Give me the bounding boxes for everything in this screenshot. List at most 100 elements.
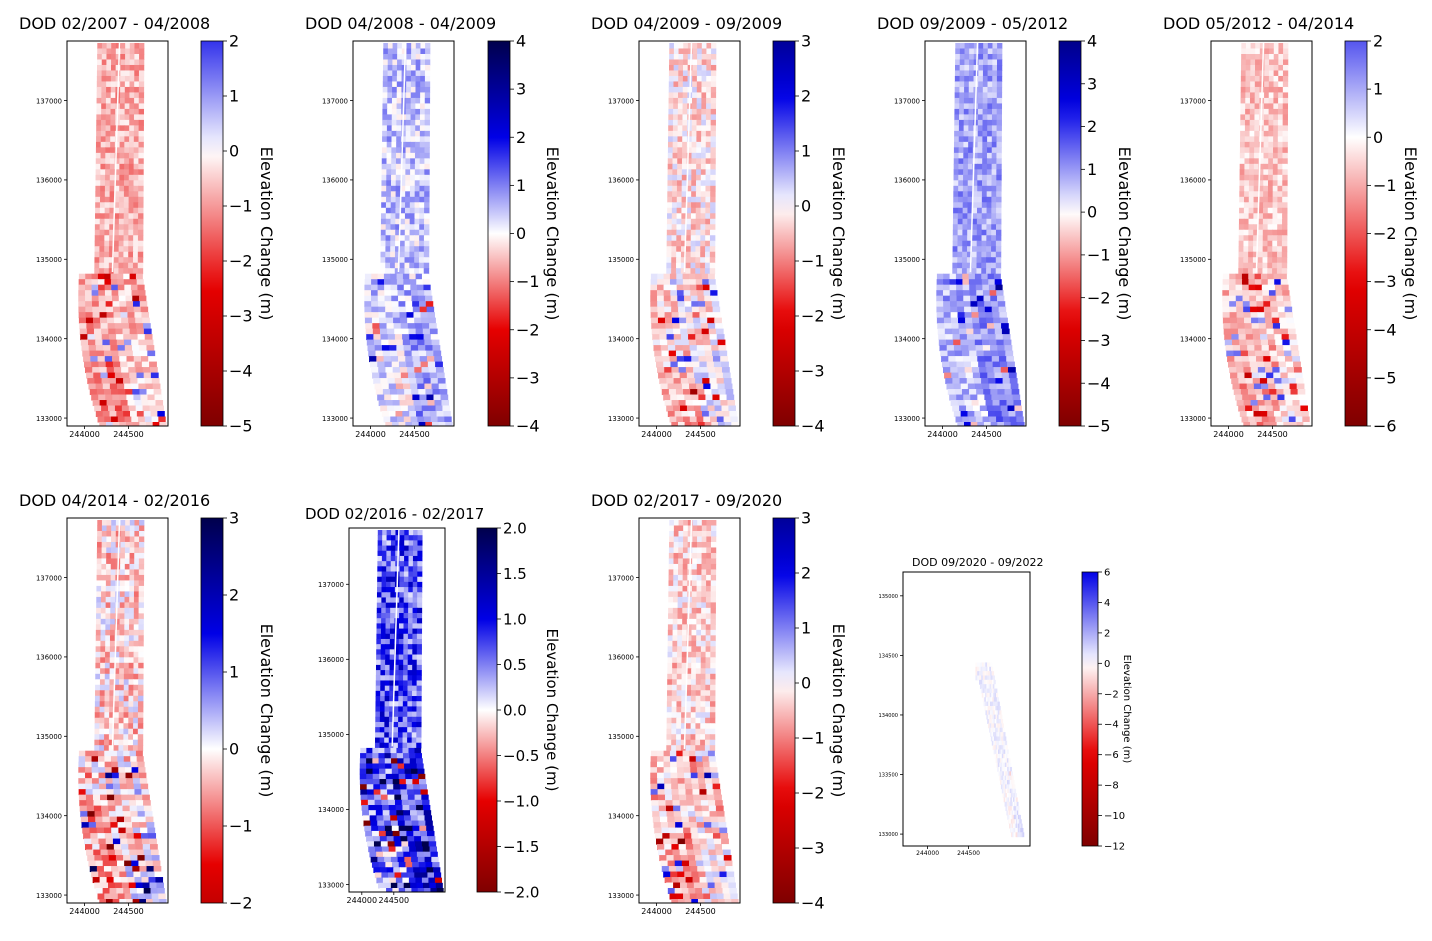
panel-title: DOD 04/2008 - 04/2009 xyxy=(305,14,496,33)
heatmap-cell xyxy=(701,119,707,126)
heatmap-cell xyxy=(711,422,719,426)
heatmap-cell xyxy=(1261,345,1270,352)
heatmap-cell xyxy=(987,48,994,55)
heatmap-cell xyxy=(697,350,706,357)
heatmap-cell xyxy=(123,268,129,275)
heatmap-cell xyxy=(1278,86,1284,93)
heatmap-cell xyxy=(724,422,732,426)
heatmap-cell xyxy=(95,169,101,176)
heatmap-cell xyxy=(403,633,409,640)
heatmap-cell xyxy=(1267,240,1273,247)
heatmap-cell xyxy=(1244,323,1253,330)
heatmap-cell xyxy=(101,92,107,99)
heatmap-cell xyxy=(700,229,706,236)
heatmap-cell xyxy=(673,43,680,50)
heatmap-cell xyxy=(424,103,431,110)
heatmap-cell xyxy=(706,400,715,407)
heatmap-cell xyxy=(124,624,130,631)
colorbar-tick-label: 0 xyxy=(516,224,526,243)
heatmap-cell xyxy=(391,97,398,104)
heatmap-cell xyxy=(435,361,443,368)
heatmap-cell xyxy=(710,75,717,82)
heatmap-cell xyxy=(689,345,698,352)
heatmap-cell xyxy=(379,706,386,713)
heatmap-cell xyxy=(109,651,116,658)
heatmap-cell xyxy=(1284,394,1293,401)
heatmap-cell xyxy=(132,422,140,426)
heatmap-cell xyxy=(991,119,998,126)
heatmap-cell xyxy=(109,158,116,165)
heatmap-cell xyxy=(681,163,688,170)
heatmap-cell xyxy=(95,345,104,352)
heatmap-cell xyxy=(704,268,711,275)
heatmap-cell xyxy=(403,613,409,619)
heatmap-cell xyxy=(976,257,982,264)
heatmap-cell xyxy=(700,163,707,170)
heatmap-cell xyxy=(393,317,401,324)
heatmap-cell xyxy=(958,125,965,132)
heatmap-cell xyxy=(1222,290,1230,297)
heatmap-cell xyxy=(408,587,414,593)
heatmap-cell xyxy=(398,706,404,713)
heatmap-cell xyxy=(996,339,1005,346)
heatmap-cell xyxy=(373,784,381,790)
heatmap-cell xyxy=(690,213,697,220)
heatmap-cell xyxy=(384,716,390,723)
heatmap-cell xyxy=(404,550,410,557)
heatmap-cell xyxy=(1269,43,1275,50)
heatmap-cell xyxy=(687,378,696,385)
heatmap-cell xyxy=(111,541,117,548)
heatmap-cell xyxy=(119,596,126,603)
heatmap-cell xyxy=(400,169,406,176)
heatmap-cell xyxy=(673,328,681,335)
heatmap-cell xyxy=(138,596,144,603)
heatmap-cell xyxy=(96,558,103,565)
heatmap-cell xyxy=(1282,207,1288,214)
heatmap-cell xyxy=(953,213,959,220)
heatmap-cell xyxy=(714,405,723,412)
heatmap-cell xyxy=(406,81,412,88)
heatmap-cell xyxy=(936,273,944,280)
heatmap-cell xyxy=(957,235,963,242)
heatmap-cell xyxy=(390,815,398,822)
heatmap-cell xyxy=(420,361,429,368)
heatmap-cell xyxy=(386,125,393,132)
heatmap-cell xyxy=(1240,70,1247,77)
heatmap-cell xyxy=(943,312,952,319)
heatmap-cell xyxy=(396,114,402,121)
heatmap-cell xyxy=(379,742,385,749)
heatmap-cell xyxy=(97,59,103,66)
heatmap-cell xyxy=(424,81,431,88)
heatmap-cell xyxy=(976,268,982,275)
heatmap-cell xyxy=(996,92,1003,99)
heatmap-cell xyxy=(118,257,124,264)
heatmap-cell xyxy=(380,224,387,231)
heatmap-cell xyxy=(399,597,405,604)
heatmap-cell xyxy=(410,147,416,154)
heatmap-cell xyxy=(967,169,974,176)
heatmap-cell xyxy=(991,202,997,209)
heatmap-cell xyxy=(414,229,420,236)
heatmap-cell xyxy=(132,734,139,741)
heatmap-cell xyxy=(400,158,407,165)
heatmap-cell xyxy=(682,152,688,159)
heatmap-cell xyxy=(1254,119,1260,126)
heatmap-cell xyxy=(701,273,709,280)
heatmap-cell xyxy=(116,411,124,418)
heatmap-cell xyxy=(132,350,141,357)
heatmap-cell xyxy=(110,602,116,609)
heatmap-cell xyxy=(968,92,974,99)
heatmap-cell xyxy=(1246,339,1255,346)
heatmap-cell xyxy=(1249,130,1255,137)
heatmap-cell xyxy=(109,339,118,346)
heatmap-cell xyxy=(123,750,131,757)
heatmap-cell xyxy=(119,114,126,121)
heatmap-cell xyxy=(1280,411,1289,418)
heatmap-cell xyxy=(972,372,981,379)
heatmap-cell xyxy=(403,571,409,578)
heatmap-cell xyxy=(425,820,433,827)
heatmap-cell xyxy=(427,312,436,319)
heatmap-cell xyxy=(133,136,140,143)
heatmap-cell xyxy=(118,706,125,713)
